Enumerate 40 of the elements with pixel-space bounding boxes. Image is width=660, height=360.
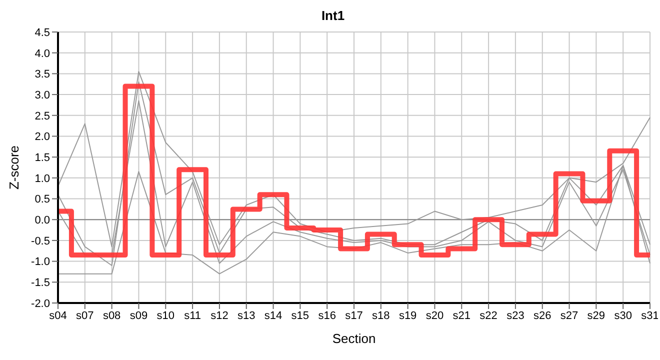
x-tick-label: s07 — [76, 310, 94, 322]
x-tick-label: s04 — [49, 310, 67, 322]
x-tick-label: s10 — [156, 310, 175, 322]
y-tick-label: 1.0 — [34, 172, 50, 185]
y-tick-label: -0.5 — [31, 235, 50, 248]
y-tick-label: 4.0 — [34, 48, 50, 60]
y-tick-label: -2.0 — [31, 298, 50, 310]
y-tick-label: 3.5 — [34, 68, 50, 81]
x-tick-label: s08 — [102, 310, 121, 322]
x-tick-label: s29 — [587, 310, 606, 322]
x-tick-label: s13 — [237, 310, 256, 322]
x-tick-label: s19 — [398, 310, 417, 322]
x-tick-label: s12 — [210, 310, 228, 322]
y-tick-label: 2.5 — [34, 110, 50, 122]
y-tick-label: 3.0 — [34, 89, 50, 102]
x-tick-label: s18 — [372, 310, 390, 322]
x-tick-label: s31 — [641, 310, 659, 322]
x-tick-label: s21 — [452, 310, 471, 322]
x-tick-label: s22 — [480, 310, 498, 322]
y-tick-label: -1.5 — [31, 277, 50, 290]
x-tick-label: s27 — [560, 310, 578, 322]
x-tick-label: s17 — [345, 310, 363, 322]
x-tick-label: s20 — [426, 310, 444, 322]
x-axis-title: Section — [332, 331, 376, 346]
y-tick-label: 1.5 — [34, 152, 50, 164]
x-tick-label: s23 — [506, 310, 524, 322]
y-tick-label: 0.0 — [34, 214, 50, 227]
x-tick-label: s14 — [264, 310, 282, 322]
x-tick-label: s26 — [533, 310, 552, 322]
y-tick-label: -1.0 — [31, 256, 50, 268]
y-tick-label: 0.5 — [34, 194, 50, 206]
y-axis-title: Z-score — [6, 145, 22, 190]
y-tick-label: 4.5 — [34, 26, 50, 39]
x-tick-label: s09 — [130, 310, 148, 322]
x-tick-label: s11 — [184, 310, 202, 322]
chart-title: Int1 — [320, 8, 346, 25]
x-tick-label: s30 — [614, 310, 632, 322]
y-tick-label: 2.0 — [34, 131, 50, 144]
x-tick-label: s15 — [291, 310, 310, 322]
x-tick-label: s16 — [318, 310, 336, 322]
